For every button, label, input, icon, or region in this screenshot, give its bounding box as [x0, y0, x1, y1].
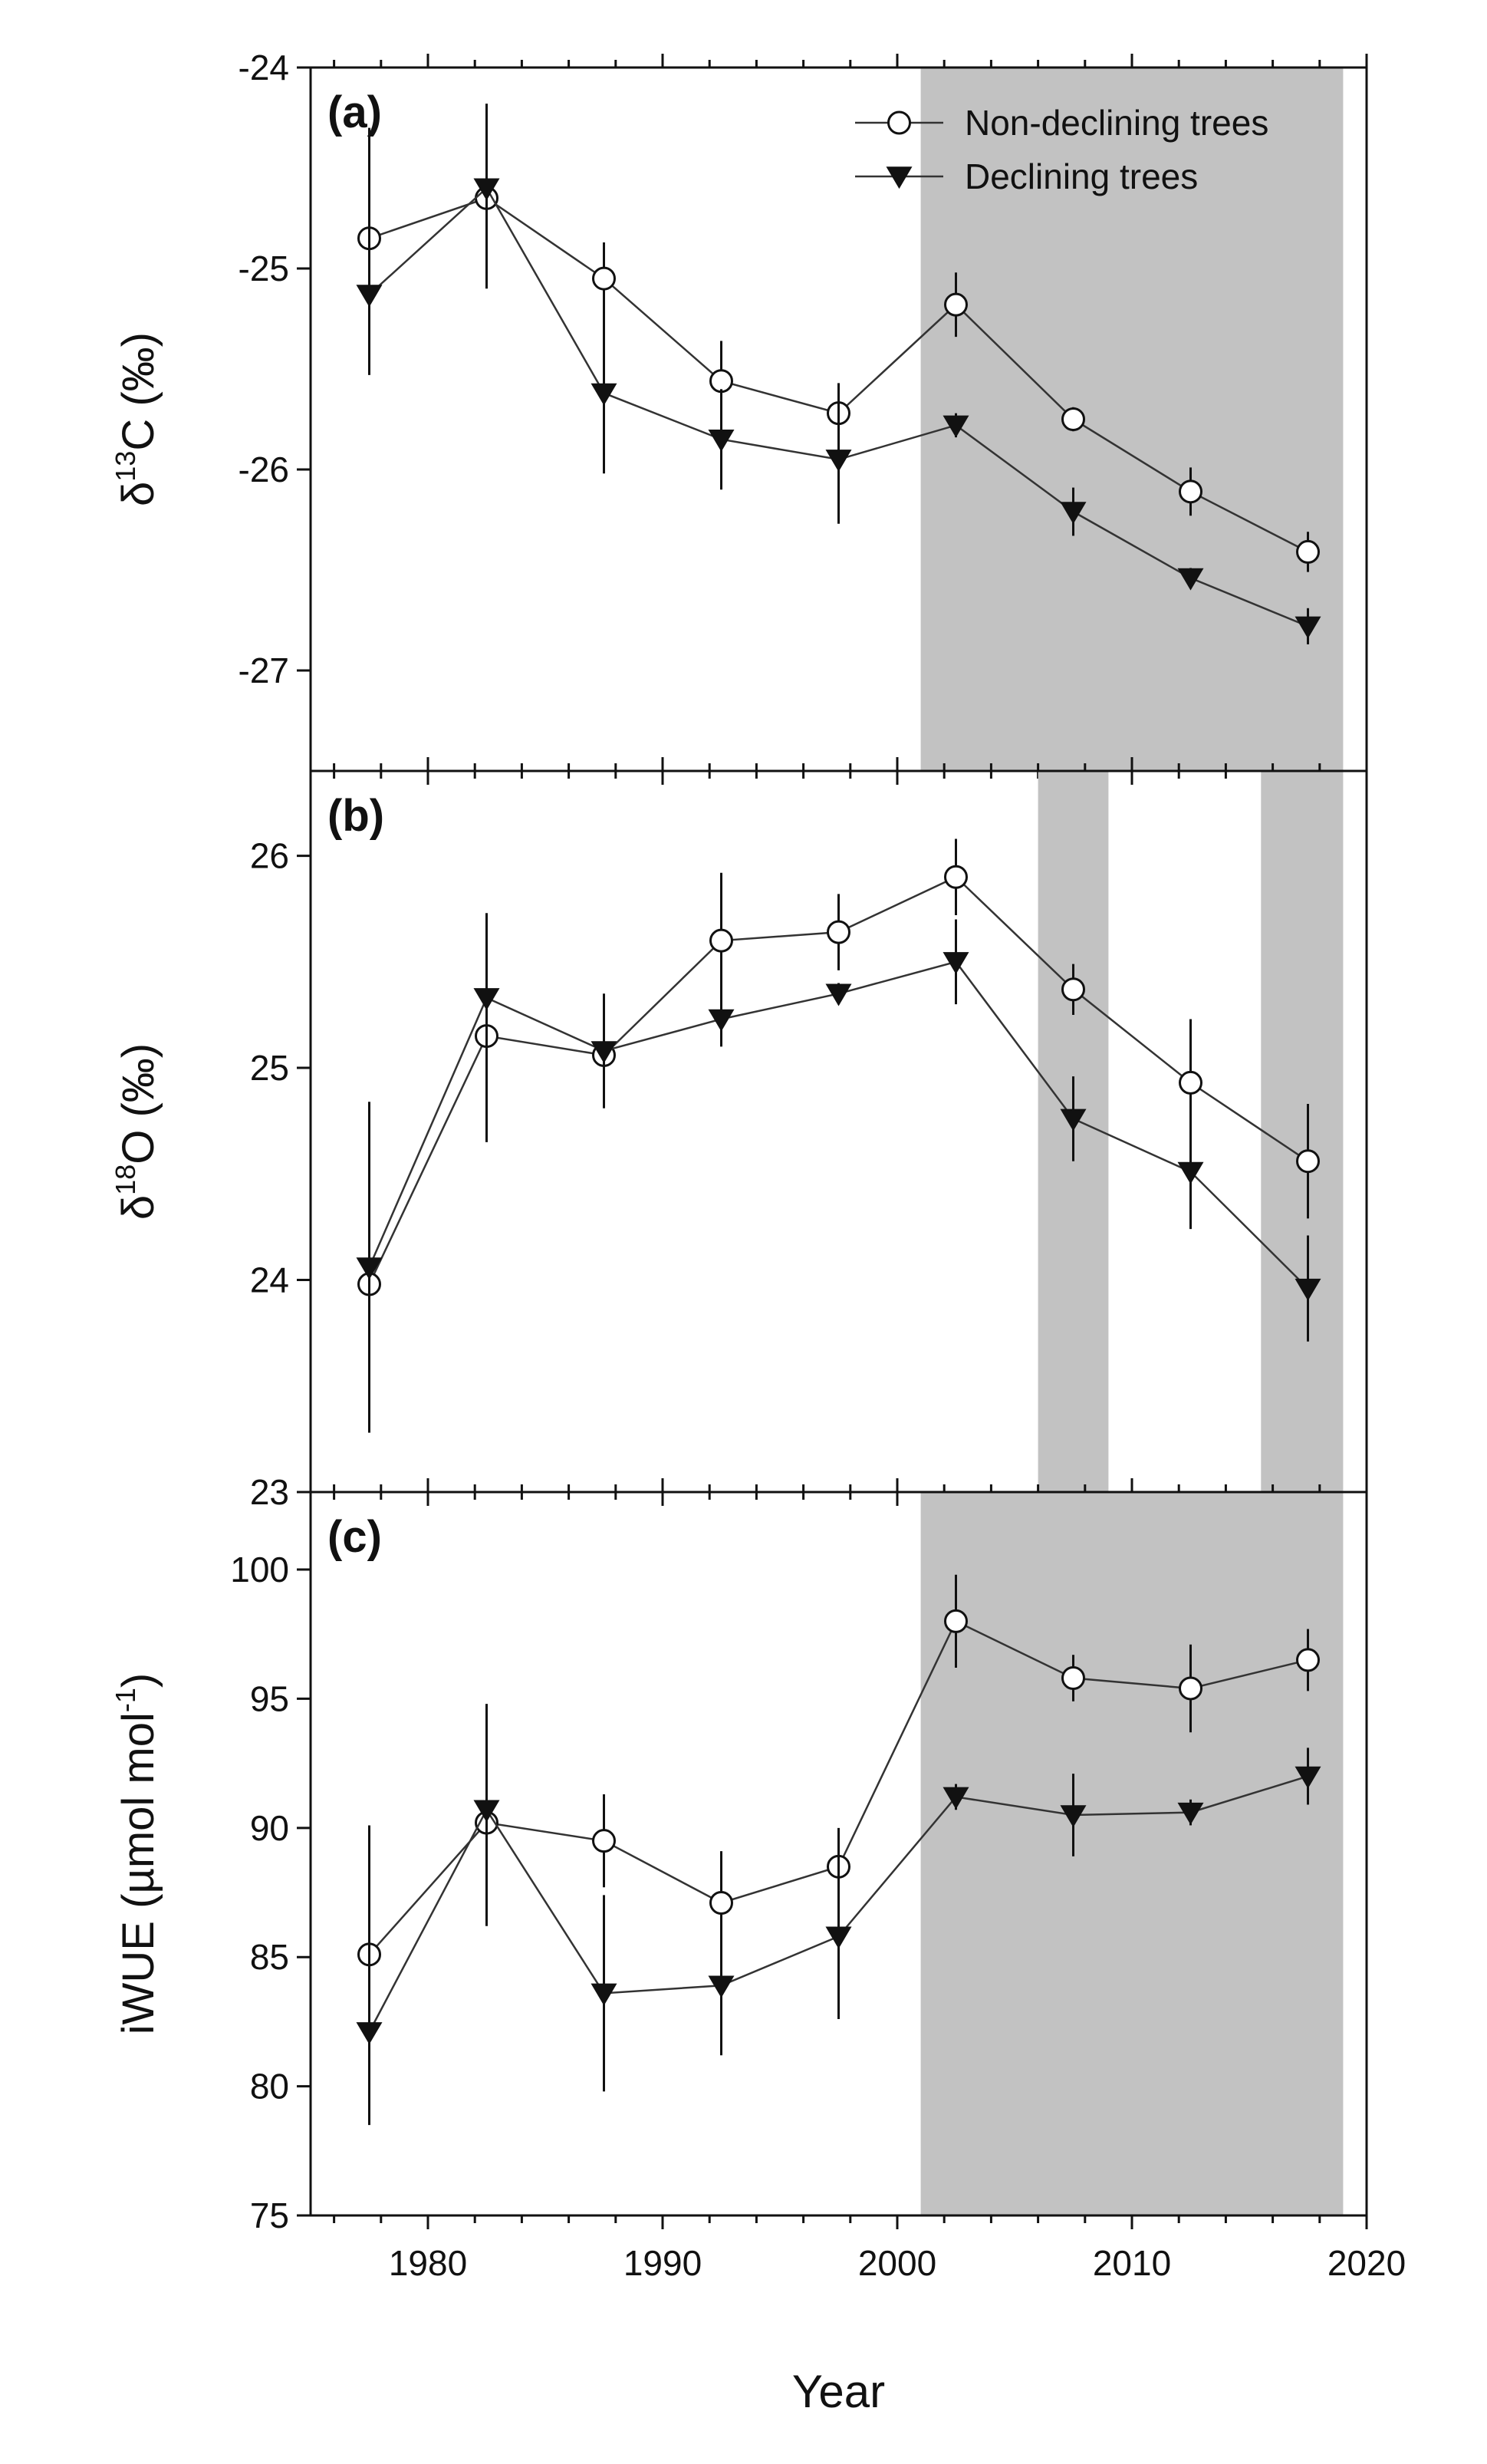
y-tick-label: 85: [250, 1937, 289, 1977]
data-point-declining: [591, 383, 617, 406]
plot-frame: [309, 769, 1368, 1494]
x-tick-label: 1980: [389, 2243, 467, 2283]
data-point-non-declining: [709, 369, 733, 394]
data-point-declining: [825, 1926, 852, 1949]
data-point-declining: [1295, 1278, 1321, 1301]
x-tick-label: 2020: [1327, 2243, 1406, 2283]
panel-2: 75 80 85 90 95 100 1980 1990 2000 2010 2020 (c) iWUE…: [110, 1478, 1406, 2417]
data-point-declining: [591, 1983, 617, 2006]
data-point-declining: [943, 952, 969, 974]
y-tick-label: 26: [250, 836, 289, 876]
data-point-declining: [473, 988, 500, 1010]
data-point-declining: [1060, 502, 1087, 525]
data-point-non-declining: [592, 266, 616, 291]
data-point-declining: [1177, 1802, 1204, 1825]
data-point-declining: [591, 1041, 617, 1064]
x-axis-title: Year: [792, 2366, 885, 2417]
y-tick-label: 100: [230, 1550, 289, 1589]
y-axis-title-sup: 13: [110, 451, 141, 482]
data-point-declining: [356, 1257, 383, 1280]
data-point-declining: [1177, 1161, 1204, 1184]
y-tick-label: -25: [239, 249, 289, 288]
panel-label: (a): [327, 87, 382, 137]
panel-label: (b): [327, 791, 384, 841]
series-line-declining: [368, 960, 1309, 1290]
data-point-declining: [708, 1009, 735, 1032]
panel-label: (c): [327, 1512, 382, 1562]
data-point-non-declining: [1061, 1665, 1085, 1690]
data-point-declining: [1295, 616, 1321, 639]
y-axis-title-part: δ: [113, 1195, 163, 1220]
y-tick-label: -24: [239, 48, 289, 87]
y-axis-title: iWUE (µmol mol-1): [110, 1673, 163, 2034]
data-point-declining: [356, 285, 383, 308]
data-point-non-declining: [1179, 479, 1202, 504]
y-axis-title-part: δ: [113, 482, 163, 506]
legend-marker-open-circle: [887, 110, 911, 135]
data-point-declining: [708, 429, 735, 452]
data-point-declining: [473, 178, 500, 201]
y-axis-title: δ13C (‰): [110, 332, 163, 506]
legend-marker-filled-triangle: [886, 166, 913, 189]
legend-entry-label: Declining trees: [965, 156, 1198, 196]
data-point-declining: [473, 1800, 500, 1823]
y-tick-label: 95: [250, 1678, 289, 1718]
data-point-non-declining: [1179, 1070, 1202, 1095]
legend-entry-label: Non-declining trees: [965, 103, 1268, 143]
data-point-declining: [1295, 1766, 1321, 1789]
y-axis-title-part: O (‰): [113, 1043, 163, 1164]
data-point-non-declining: [827, 920, 850, 944]
data-point-non-declining: [1061, 977, 1085, 1002]
data-point-non-declining: [1179, 1676, 1202, 1701]
y-tick-label: 25: [250, 1048, 289, 1088]
y-axis-title-part: C (‰): [113, 332, 163, 451]
x-tick-label: 1990: [623, 2243, 702, 2283]
data-point-non-declining: [1061, 407, 1085, 431]
data-point-declining: [943, 415, 969, 438]
data-point-declining: [1060, 1805, 1087, 1828]
panel-1: 23 24 25 26 (b) δ18O (‰): [110, 757, 1368, 1512]
y-tick-label: 90: [250, 1808, 289, 1848]
y-tick-label: 24: [250, 1260, 289, 1300]
data-point-non-declining: [1296, 1149, 1320, 1174]
x-tick-label: 2000: [858, 2243, 936, 2283]
data-point-non-declining: [1296, 539, 1320, 564]
data-point-non-declining: [944, 865, 968, 889]
data-point-non-declining: [592, 1829, 616, 1853]
panel-0: -27 -26 -25 -24 (a) δ13C (‰) Non-declining tre…: [110, 48, 1368, 785]
y-tick-label: 80: [250, 2067, 289, 2107]
y-tick-label: -26: [239, 450, 289, 489]
y-axis-title-part: ): [113, 1673, 163, 1688]
data-point-non-declining: [944, 292, 968, 317]
y-axis-title-sup: -1: [110, 1688, 141, 1712]
data-point-declining: [943, 1787, 969, 1810]
shaded-period: [920, 68, 1344, 771]
data-point-non-declining: [1296, 1648, 1320, 1672]
data-point-non-declining: [944, 1609, 968, 1633]
data-point-declining: [708, 1975, 735, 1998]
y-tick-label: 75: [250, 2196, 289, 2235]
data-point-non-declining: [709, 928, 733, 953]
legend: Non-declining trees Declining trees: [855, 103, 1268, 196]
y-tick-label: -27: [239, 651, 289, 690]
data-point-declining: [1177, 568, 1204, 591]
y-axis-title-part: iWUE (µmol mol: [113, 1712, 163, 2034]
plot-frame: [309, 1491, 1368, 2217]
data-point-declining: [825, 983, 852, 1006]
data-point-declining: [825, 450, 852, 473]
y-axis-title: δ18O (‰): [110, 1043, 163, 1220]
x-tick-label: 2010: [1093, 2243, 1171, 2283]
shaded-period: [920, 1492, 1344, 2215]
y-tick-label: 23: [250, 1472, 289, 1512]
data-point-non-declining: [709, 1890, 733, 1915]
data-point-declining: [356, 2022, 383, 2045]
y-axis-title-sup: 18: [110, 1164, 141, 1195]
shaded-period: [1261, 771, 1344, 1492]
data-point-declining: [1060, 1108, 1087, 1132]
